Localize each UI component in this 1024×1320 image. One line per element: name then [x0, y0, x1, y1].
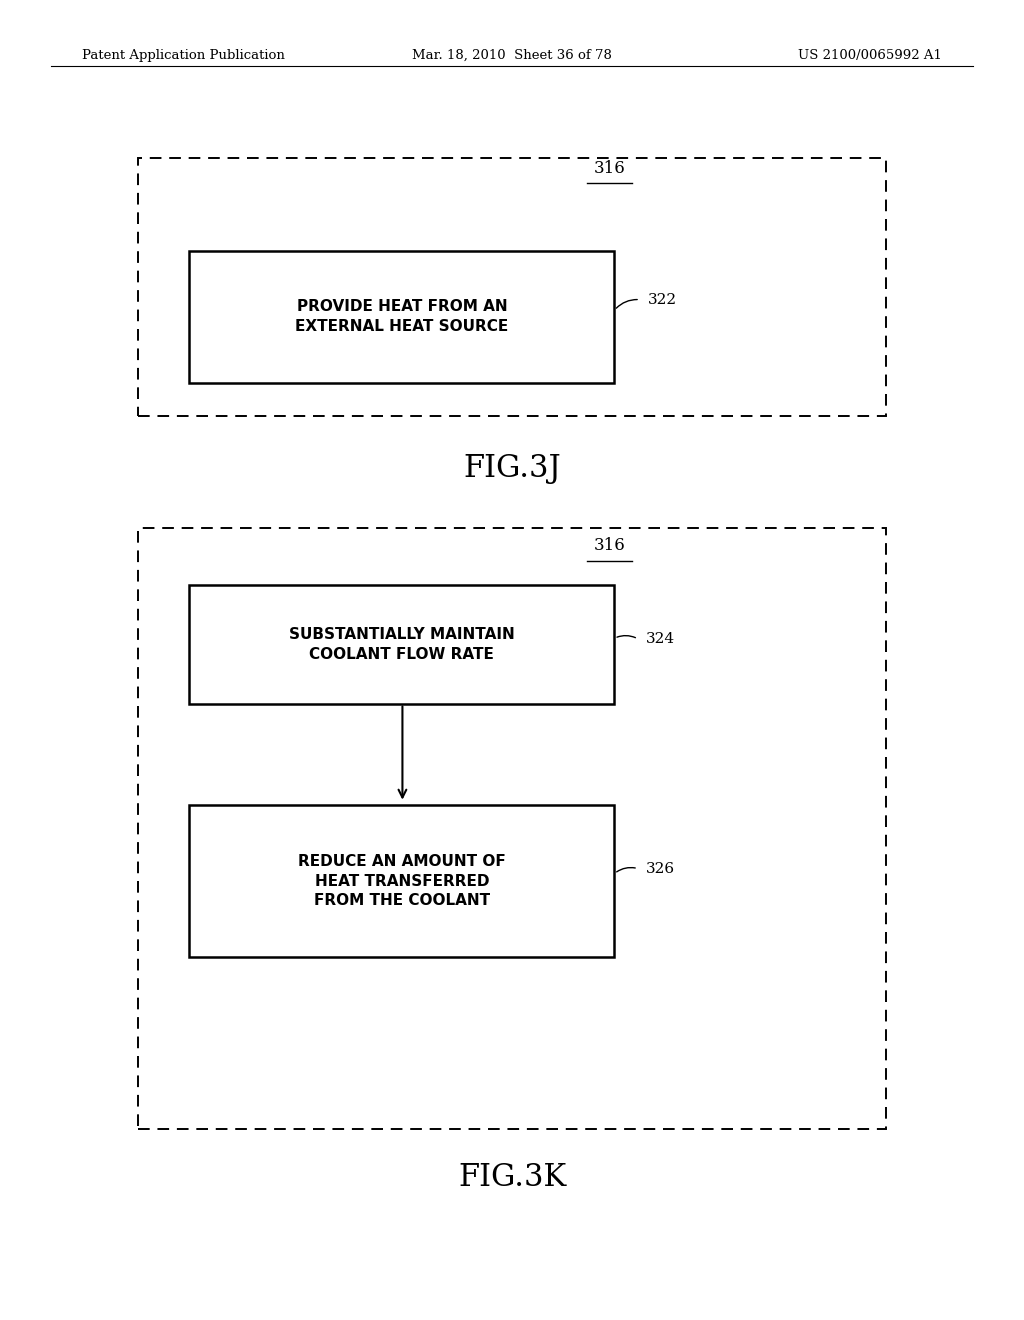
Text: SUBSTANTIALLY MAINTAIN
COOLANT FLOW RATE: SUBSTANTIALLY MAINTAIN COOLANT FLOW RATE: [289, 627, 515, 661]
Text: 326: 326: [646, 862, 675, 875]
Bar: [189, 585, 614, 704]
Text: Patent Application Publication: Patent Application Publication: [82, 49, 285, 62]
Text: 322: 322: [648, 293, 677, 306]
Bar: [189, 251, 614, 383]
Text: US 2100/0065992 A1: US 2100/0065992 A1: [798, 49, 942, 62]
Text: 316: 316: [593, 160, 626, 177]
Text: FIG.3K: FIG.3K: [458, 1162, 566, 1193]
Text: Mar. 18, 2010  Sheet 36 of 78: Mar. 18, 2010 Sheet 36 of 78: [412, 49, 612, 62]
Bar: [189, 805, 614, 957]
Text: REDUCE AN AMOUNT OF
HEAT TRANSFERRED
FROM THE COOLANT: REDUCE AN AMOUNT OF HEAT TRANSFERRED FRO…: [298, 854, 506, 908]
Text: 316: 316: [593, 537, 626, 554]
Bar: [138, 158, 886, 416]
Text: PROVIDE HEAT FROM AN
EXTERNAL HEAT SOURCE: PROVIDE HEAT FROM AN EXTERNAL HEAT SOURC…: [295, 300, 509, 334]
Bar: [138, 528, 886, 1129]
Text: FIG.3J: FIG.3J: [463, 453, 561, 484]
Text: 324: 324: [646, 632, 675, 645]
